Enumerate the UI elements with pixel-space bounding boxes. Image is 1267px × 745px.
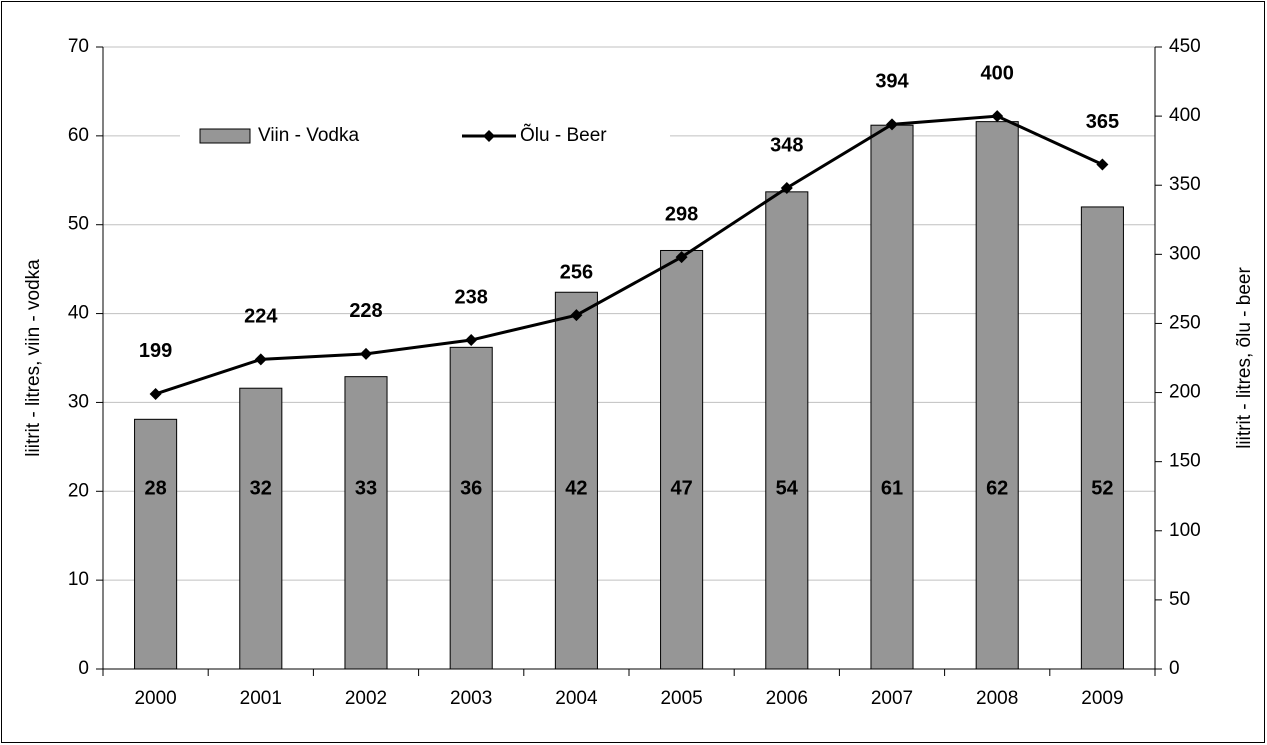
line-marker (1096, 158, 1109, 171)
bar-value-label: 61 (881, 477, 903, 499)
y-tick-label: 40 (68, 303, 89, 324)
line-value-label: 400 (981, 62, 1014, 84)
x-tick-label: 2001 (240, 688, 282, 709)
y2-tick-label: 300 (1169, 243, 1201, 264)
legend-marker (483, 130, 495, 142)
bar-value-label: 32 (250, 477, 272, 499)
y2-tick-label: 400 (1169, 105, 1201, 126)
x-tick-label: 2000 (134, 688, 176, 709)
y2-tick-label: 150 (1169, 451, 1201, 472)
bar-value-label: 62 (986, 477, 1008, 499)
y-tick-label: 50 (68, 214, 89, 235)
bar (344, 376, 388, 670)
bar-value-label: 54 (776, 477, 799, 499)
line-value-label: 238 (455, 286, 488, 308)
bar-value-label: 42 (565, 477, 587, 499)
bar-value-label: 28 (144, 477, 166, 499)
line-marker (465, 334, 478, 347)
x-tick-label: 2002 (345, 688, 387, 709)
line-marker (991, 110, 1004, 123)
y2-tick-label: 100 (1169, 520, 1201, 541)
x-tick-label: 2006 (766, 688, 808, 709)
line-value-label: 199 (139, 340, 172, 362)
line-marker (360, 347, 372, 360)
line (155, 114, 1104, 396)
bar (975, 121, 1019, 670)
y-tick-label: 10 (68, 569, 89, 590)
bar (1080, 206, 1124, 670)
bar-value-label: 36 (460, 477, 482, 499)
y-tick-label: 70 (68, 36, 89, 57)
line-marker (254, 353, 267, 366)
x-tick-label: 2007 (871, 688, 913, 709)
bar (449, 346, 493, 670)
line-value-label: 365 (1086, 111, 1119, 133)
legend-background (180, 116, 670, 156)
legend-label: Õlu - Beer (520, 124, 607, 146)
bar (134, 418, 178, 670)
line-marker (675, 251, 688, 264)
y-tick-label: 30 (68, 391, 89, 412)
x-tick-label: 2008 (976, 688, 1018, 709)
y2-tick-label: 250 (1169, 312, 1201, 333)
bar-value-label: 47 (670, 477, 692, 499)
line-value-label: 348 (770, 134, 803, 156)
y2-tick-label: 450 (1169, 36, 1201, 57)
line-value-label: 228 (349, 300, 382, 322)
x-tick-label: 2009 (1081, 688, 1123, 709)
legend: Viin - Vodka Õlu - Beer (180, 116, 670, 156)
bar (239, 387, 283, 670)
y2-axis-title: liitrit - litres, õlu - beer (1234, 267, 1255, 449)
y2-tick-label: 0 (1169, 658, 1180, 679)
y2-tick-label: 200 (1169, 382, 1201, 403)
x-tick-label: 2003 (450, 688, 492, 709)
line-marker (780, 181, 793, 194)
y2-tick-label: 350 (1169, 174, 1201, 195)
line-value-label: 394 (875, 71, 909, 93)
bar (870, 124, 914, 670)
legend-swatch (199, 128, 251, 144)
x-tick-label: 2005 (660, 688, 702, 709)
bar (660, 249, 704, 670)
x-tick-label: 2004 (555, 688, 598, 709)
bar (554, 291, 598, 670)
y-axis-title: liitrit - litres, viin - vodka (23, 259, 44, 457)
line-marker (149, 387, 162, 400)
y2-tick-label: 50 (1169, 589, 1190, 610)
bar-value-label: 52 (1091, 477, 1113, 499)
bar-value-label: 33 (355, 477, 377, 499)
line-value-label: 256 (560, 261, 593, 283)
bar (765, 191, 809, 670)
y-tick-label: 0 (78, 658, 89, 679)
line-value-label: 224 (244, 306, 278, 328)
line-marker (886, 118, 898, 131)
line-value-label: 298 (665, 203, 698, 225)
y-tick-label: 20 (68, 480, 89, 501)
y-tick-label: 60 (68, 125, 89, 146)
line-marker (570, 309, 583, 322)
legend-label: Viin - Vodka (258, 125, 359, 146)
